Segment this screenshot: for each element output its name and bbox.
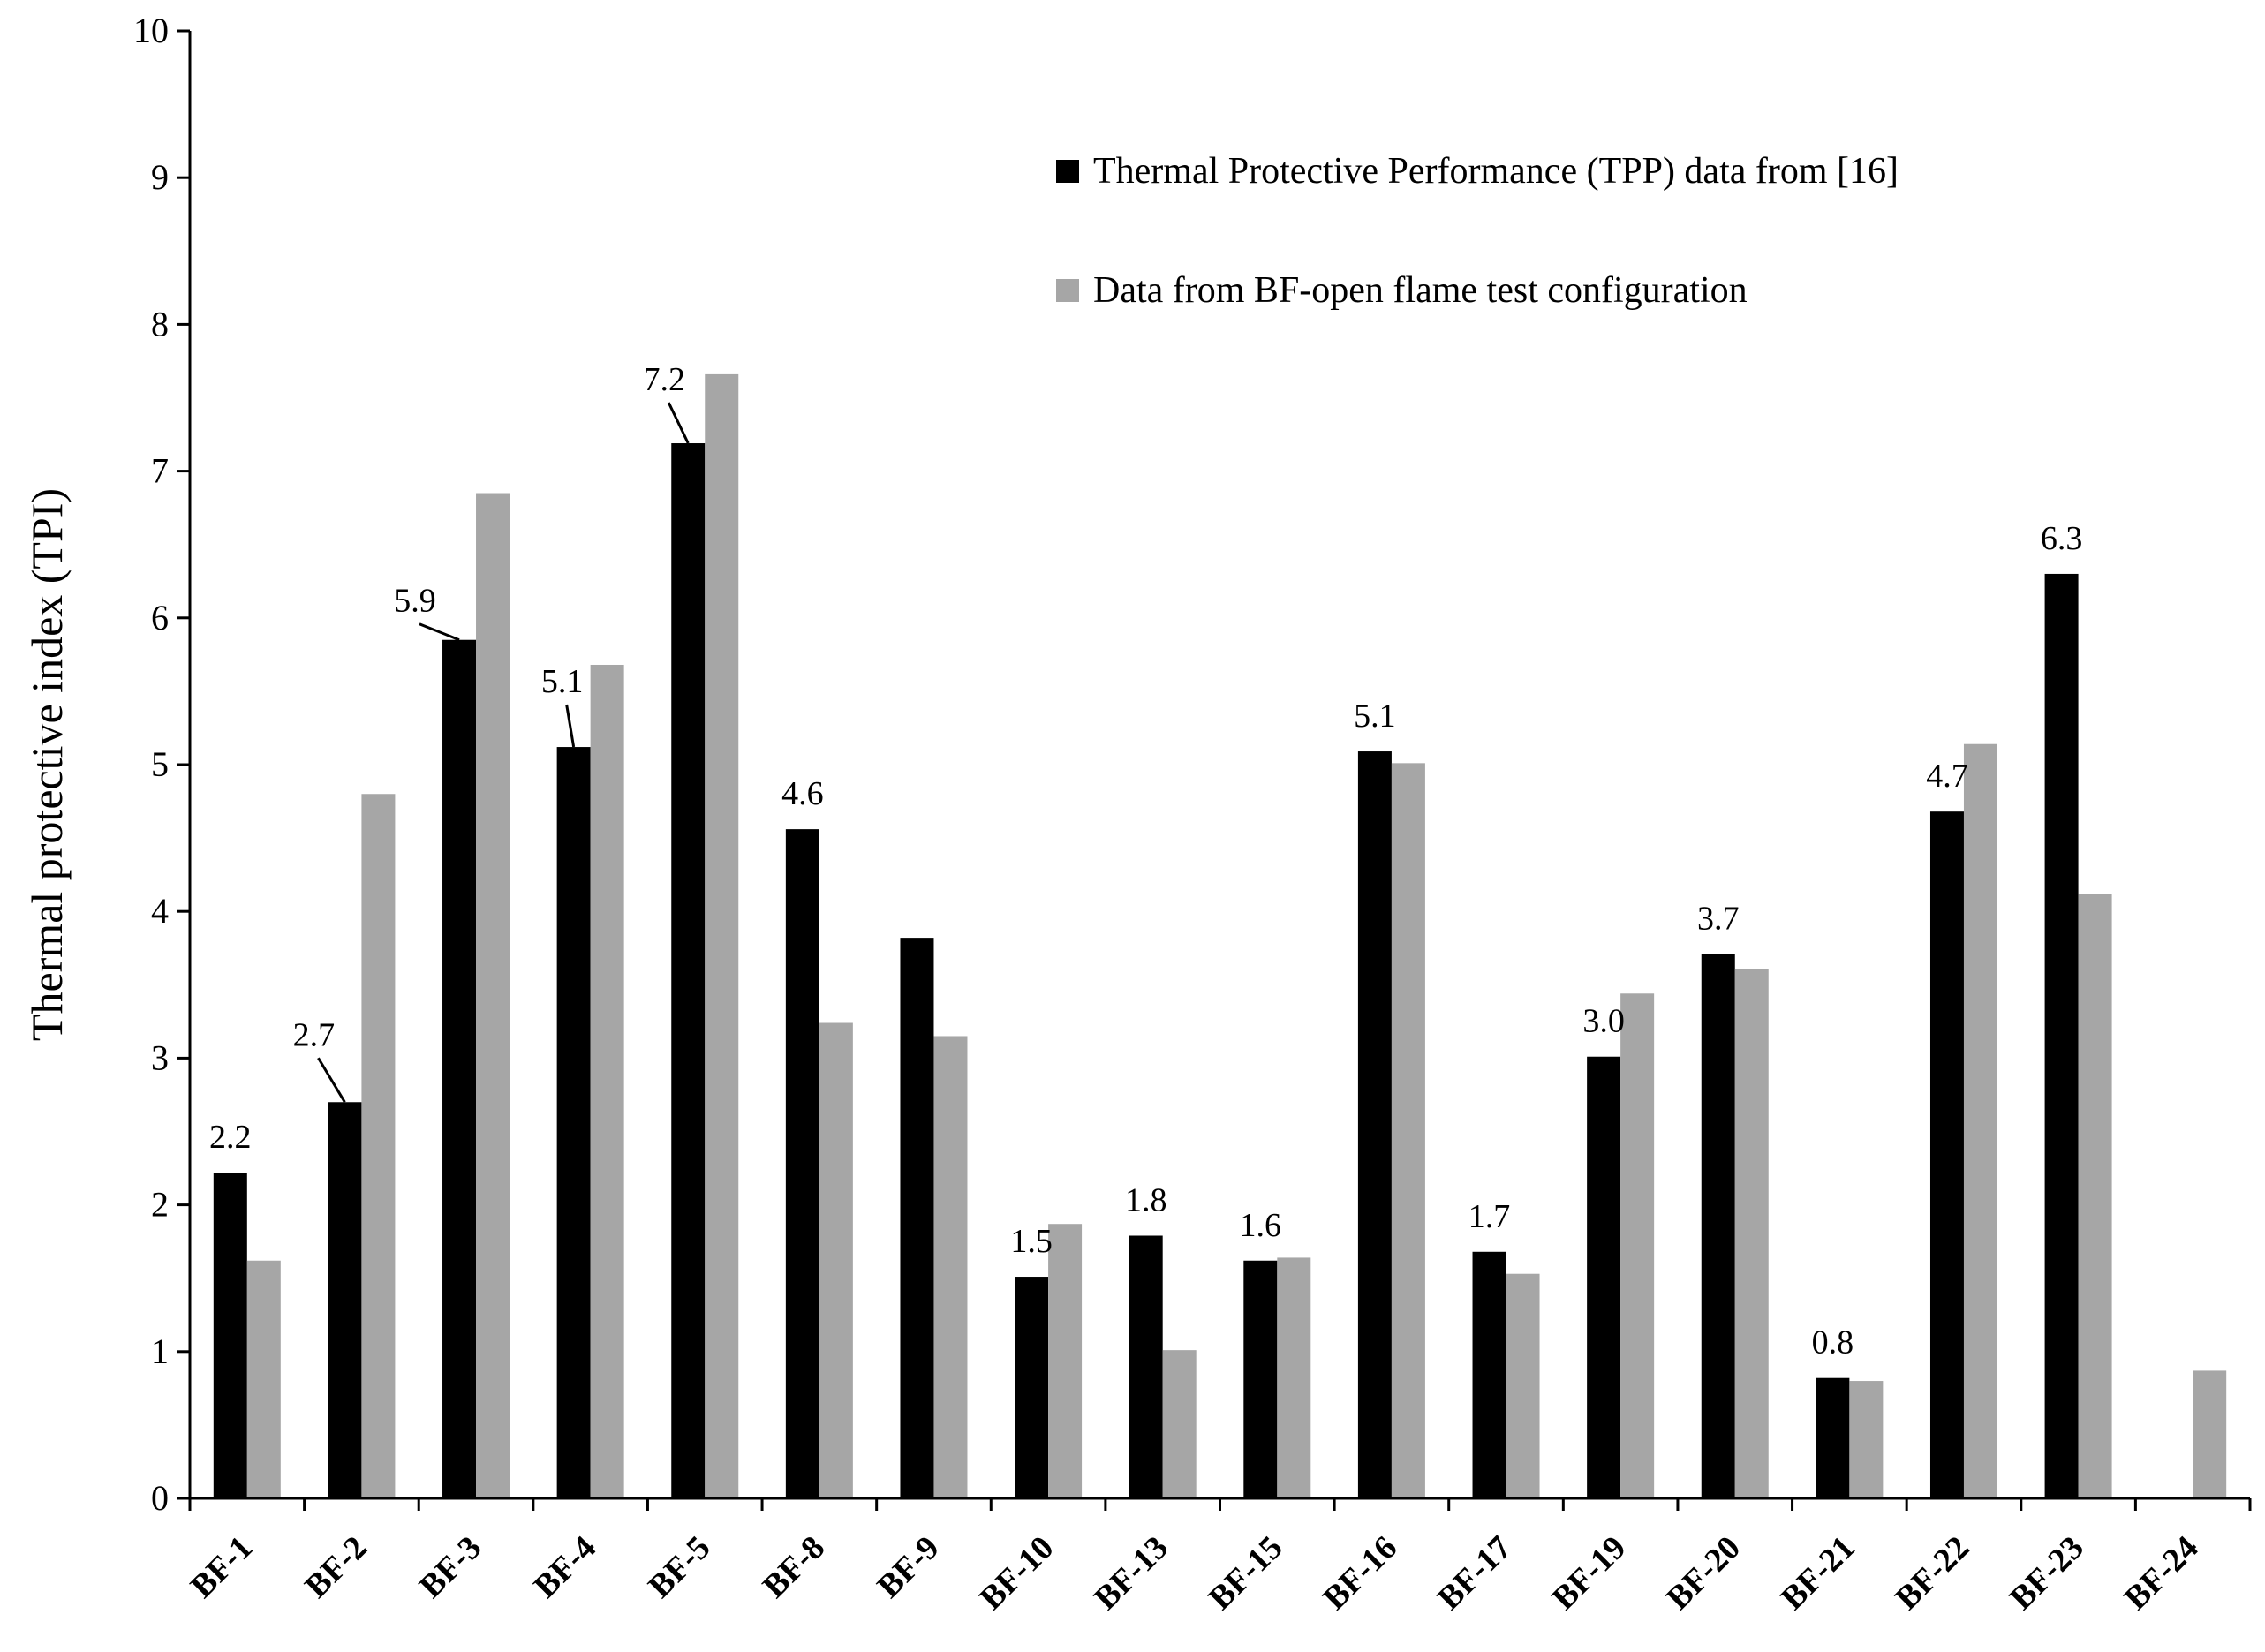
x-category-label: BF-9 <box>870 1529 946 1605</box>
x-category-label: BF-20 <box>1659 1529 1748 1618</box>
data-label: 6.3 <box>2041 520 2083 557</box>
data-labels-layer: 2.2 2.7 5.9 5.1 7.2 4.6 1.5 1.8 1.6 5.1 1.7 3.0 3.7 0… <box>209 361 2082 1362</box>
x-category-label: BF-1 <box>184 1529 260 1605</box>
tpp-bar <box>1816 1377 1850 1498</box>
y-ticks: 0 1 2 3 4 5 6 7 8 9 10 <box>133 11 190 1518</box>
legend: Thermal Protective Performance (TPP) dat… <box>1056 151 1899 311</box>
y-tick-label: 1 <box>151 1331 169 1371</box>
data-label: 4.6 <box>781 775 824 812</box>
tpp-bar <box>328 1102 362 1498</box>
tpp-bar <box>671 443 706 1499</box>
x-category-label: BF-8 <box>756 1529 832 1605</box>
label-pointer-line <box>419 622 460 642</box>
x-category-label: BF-15 <box>1202 1529 1290 1618</box>
x-category-label: BF-2 <box>298 1529 374 1605</box>
data-label: 3.0 <box>1582 1003 1625 1040</box>
y-tick-label: 8 <box>151 304 169 343</box>
y-tick-label: 6 <box>151 598 169 637</box>
tpp-bar <box>213 1173 247 1498</box>
data-label: 1.8 <box>1125 1182 1167 1219</box>
data-label: 3.7 <box>1697 900 1740 937</box>
y-tick-label: 2 <box>151 1185 169 1225</box>
x-category-label: BF-19 <box>1545 1529 1634 1618</box>
x-category-label: BF-24 <box>2118 1529 2206 1618</box>
open-flame-bar <box>819 1022 853 1498</box>
data-label: 1.5 <box>1010 1223 1053 1260</box>
data-label: 7.2 <box>644 361 686 398</box>
open-flame-bar <box>1620 993 1655 1498</box>
open-flame-bar <box>1734 969 1769 1498</box>
x-category-label: BF-13 <box>1087 1529 1175 1618</box>
tpp-bar <box>1472 1251 1506 1498</box>
y-tick-label: 3 <box>151 1037 169 1077</box>
tpp-bar <box>442 639 477 1498</box>
data-label: 1.7 <box>1468 1198 1511 1235</box>
y-axis-title: Thermal protective index (TPI) <box>22 488 72 1041</box>
open-flame-bar <box>705 373 739 1499</box>
x-category-label: BF-22 <box>1888 1529 1976 1618</box>
data-label: 5.9 <box>394 583 436 620</box>
open-flame-bar <box>1506 1273 1540 1498</box>
tpp-bar <box>1129 1235 1163 1498</box>
tpp-bar <box>556 747 591 1498</box>
tpp-bar <box>1929 811 1964 1498</box>
legend-swatch-tpp <box>1056 160 1079 183</box>
tpp-bar <box>1587 1056 1621 1498</box>
y-tick-label: 0 <box>151 1478 169 1518</box>
tpp-bar <box>1243 1260 1278 1498</box>
tpp-bar <box>1701 954 1735 1498</box>
open-flame-bar <box>1963 743 1997 1498</box>
data-label: 4.7 <box>1926 758 1968 795</box>
open-flame-bar <box>1162 1350 1197 1498</box>
data-label: 5.1 <box>1354 698 1396 735</box>
label-pointer-line <box>565 704 576 748</box>
x-category-label: BF-23 <box>2003 1529 2091 1618</box>
open-flame-bar <box>1048 1224 1083 1498</box>
data-label: 2.2 <box>209 1119 252 1156</box>
bars-layer <box>213 373 2227 1499</box>
x-category-label: BF-3 <box>412 1529 488 1605</box>
x-category-label: BF-10 <box>973 1529 1061 1618</box>
label-pointer-line <box>667 402 690 444</box>
legend-label: Data from BF-open flame test configurati… <box>1093 270 1748 311</box>
x-category-label: BF-21 <box>1774 1529 1862 1618</box>
data-label: 0.8 <box>1812 1324 1854 1362</box>
y-tick-label: 4 <box>151 891 169 931</box>
data-label: 5.1 <box>541 663 584 700</box>
label-pointer-line <box>317 1057 346 1104</box>
x-category-label: BF-16 <box>1316 1529 1404 1618</box>
tpp-bar <box>2044 573 2079 1499</box>
open-flame-bar <box>246 1260 281 1498</box>
y-tick-label: 10 <box>133 11 169 50</box>
data-label: 2.7 <box>293 1016 336 1053</box>
y-tick-label: 5 <box>151 744 169 784</box>
open-flame-bar <box>361 794 396 1498</box>
open-flame-bar <box>1277 1257 1311 1498</box>
tpp-bar <box>1015 1277 1049 1498</box>
y-tick-label: 9 <box>151 157 169 197</box>
x-category-label: BF-4 <box>527 1529 603 1605</box>
open-flame-bar <box>2078 894 2112 1498</box>
open-flame-bar <box>1849 1381 1884 1498</box>
data-label: 1.6 <box>1240 1207 1282 1244</box>
tpp-bar <box>900 938 934 1498</box>
x-category-label: BF-5 <box>641 1529 717 1605</box>
open-flame-bar <box>590 664 624 1498</box>
x-category-label: BF-17 <box>1431 1529 1519 1618</box>
x-ticks: BF-1 BF-2 BF-3 BF-4 BF-5 BF-8 BF-9 BF-10 BF-13 BF… <box>184 1498 2252 1618</box>
legend-swatch-open-flame <box>1056 279 1079 302</box>
open-flame-bar <box>476 493 510 1498</box>
open-flame-bar <box>933 1036 968 1498</box>
open-flame-bar <box>2193 1370 2227 1498</box>
tpp-bar <box>1357 751 1392 1498</box>
plot-area: 2.2 2.7 5.9 5.1 7.2 4.6 1.5 1.8 1.6 5.1 1.7 3.0 3.7 0… <box>133 11 2252 1618</box>
open-flame-bar <box>1391 763 1425 1498</box>
y-tick-label: 7 <box>151 451 169 491</box>
tpp-bar <box>785 829 819 1498</box>
legend-label: Thermal Protective Performance (TPP) dat… <box>1093 151 1899 192</box>
